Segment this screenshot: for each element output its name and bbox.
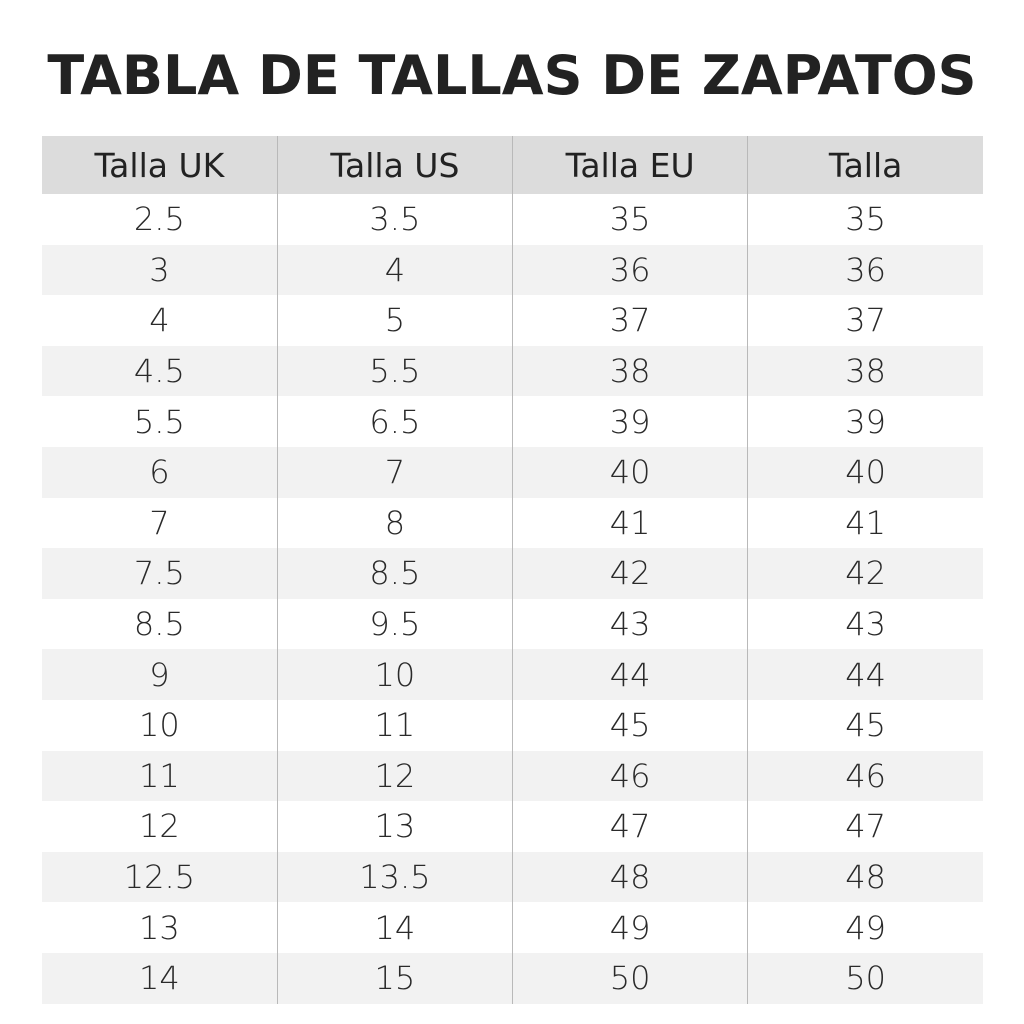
cell-eu: 45: [511, 699, 748, 751]
table-row: 12 13 47 47: [42, 801, 983, 852]
cell-size: 40: [747, 446, 983, 498]
column-header-us: Talla US: [276, 136, 513, 194]
cell-eu: 43: [511, 598, 748, 650]
cell-size: 45: [747, 699, 983, 751]
page-title: TABLA DE TALLAS DE ZAPATOS: [47, 44, 977, 107]
table-row: 9 10 44 44: [42, 649, 983, 700]
cell-eu: 36: [511, 244, 748, 296]
cell-us: 10: [276, 649, 513, 700]
cell-us: 7: [276, 446, 513, 498]
cell-uk: 6: [42, 446, 278, 498]
cell-uk: 4: [42, 295, 278, 346]
table-row: 4 5 37 37: [42, 295, 983, 346]
cell-uk: 4.5: [42, 345, 278, 397]
cell-eu: 39: [511, 396, 748, 447]
cell-us: 9.5: [276, 598, 513, 650]
cell-us: 13: [276, 801, 513, 852]
cell-size: 42: [747, 548, 983, 599]
cell-size: 49: [747, 902, 983, 953]
cell-us: 12: [276, 750, 513, 802]
table-row: 11 12 46 46: [42, 750, 983, 802]
cell-eu: 49: [511, 902, 748, 953]
cell-uk: 7.5: [42, 548, 278, 599]
cell-size: 35: [747, 194, 983, 245]
column-header-eu: Talla EU: [511, 136, 748, 194]
table-row: 6 7 40 40: [42, 446, 983, 498]
table-body: 2.5 3.5 35 35 3 4 36 36 4 5 37 37 4.5 5.…: [42, 194, 983, 1004]
table-row: 7 8 41 41: [42, 497, 983, 549]
table-row: 3 4 36 36: [42, 244, 983, 296]
cell-eu: 50: [511, 952, 748, 1004]
column-header-uk: Talla UK: [42, 136, 278, 194]
cell-us: 8.5: [276, 548, 513, 599]
cell-size: 50: [747, 952, 983, 1004]
cell-size: 46: [747, 750, 983, 802]
table-row: 7.5 8.5 42 42: [42, 548, 983, 599]
header-row: Talla UK Talla US Talla EU Talla: [42, 136, 983, 194]
cell-us: 14: [276, 902, 513, 953]
cell-uk: 12.5: [42, 851, 278, 903]
cell-us: 15: [276, 952, 513, 1004]
table-row: 14 15 50 50: [42, 952, 983, 1004]
cell-eu: 37: [511, 295, 748, 346]
cell-uk: 12: [42, 801, 278, 852]
cell-us: 5.5: [276, 345, 513, 397]
cell-eu: 48: [511, 851, 748, 903]
cell-us: 6.5: [276, 396, 513, 447]
cell-us: 8: [276, 497, 513, 549]
cell-size: 48: [747, 851, 983, 903]
cell-us: 11: [276, 699, 513, 751]
cell-eu: 41: [511, 497, 748, 549]
cell-eu: 42: [511, 548, 748, 599]
cell-uk: 14: [42, 952, 278, 1004]
size-table: Talla UK Talla US Talla EU Talla 2.5 3.5…: [42, 136, 983, 1004]
cell-size: 38: [747, 345, 983, 397]
cell-size: 41: [747, 497, 983, 549]
table-row: 10 11 45 45: [42, 699, 983, 751]
cell-uk: 8.5: [42, 598, 278, 650]
cell-uk: 10: [42, 699, 278, 751]
cell-size: 37: [747, 295, 983, 346]
cell-uk: 7: [42, 497, 278, 549]
cell-us: 13.5: [276, 851, 513, 903]
cell-eu: 46: [511, 750, 748, 802]
table-row: 5.5 6.5 39 39: [42, 396, 983, 447]
cell-uk: 5.5: [42, 396, 278, 447]
cell-size: 43: [747, 598, 983, 650]
cell-uk: 11: [42, 750, 278, 802]
cell-us: 3.5: [276, 194, 513, 245]
cell-uk: 3: [42, 244, 278, 296]
table-header: Talla UK Talla US Talla EU Talla: [42, 136, 983, 194]
table-row: 13 14 49 49: [42, 902, 983, 953]
cell-uk: 9: [42, 649, 278, 700]
cell-size: 47: [747, 801, 983, 852]
table-row: 2.5 3.5 35 35: [42, 194, 983, 245]
cell-eu: 38: [511, 345, 748, 397]
cell-us: 4: [276, 244, 513, 296]
table-row: 12.5 13.5 48 48: [42, 851, 983, 903]
cell-eu: 35: [511, 194, 748, 245]
cell-size: 36: [747, 244, 983, 296]
cell-us: 5: [276, 295, 513, 346]
cell-uk: 2.5: [42, 194, 278, 245]
cell-eu: 47: [511, 801, 748, 852]
cell-eu: 44: [511, 649, 748, 700]
cell-size: 44: [747, 649, 983, 700]
cell-size: 39: [747, 396, 983, 447]
table-row: 8.5 9.5 43 43: [42, 598, 983, 650]
table-row: 4.5 5.5 38 38: [42, 345, 983, 397]
column-header-size: Talla: [747, 136, 983, 194]
cell-eu: 40: [511, 446, 748, 498]
cell-uk: 13: [42, 902, 278, 953]
